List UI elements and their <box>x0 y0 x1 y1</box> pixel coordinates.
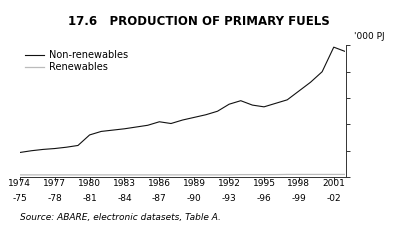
Non-renewables <box>134 126 139 128</box>
Non-renewables <box>238 99 243 102</box>
Renewables <box>122 173 127 176</box>
Renewables <box>285 173 290 176</box>
Non-renewables <box>64 146 69 149</box>
Renewables <box>262 173 266 176</box>
Renewables <box>227 173 231 176</box>
Non-renewables <box>157 120 162 123</box>
Non-renewables <box>145 124 150 127</box>
Renewables <box>343 173 348 176</box>
Non-renewables <box>110 129 115 131</box>
Non-renewables <box>331 46 336 49</box>
Text: -78: -78 <box>47 194 62 203</box>
Text: 1983: 1983 <box>113 179 136 188</box>
Text: -84: -84 <box>117 194 132 203</box>
Text: 1995: 1995 <box>252 179 276 188</box>
Non-renewables <box>273 102 278 105</box>
Text: 17.6   PRODUCTION OF PRIMARY FUELS: 17.6 PRODUCTION OF PRIMARY FUELS <box>67 15 330 28</box>
Text: 1992: 1992 <box>218 179 241 188</box>
Renewables <box>17 173 22 176</box>
Renewables <box>204 173 208 176</box>
Text: -96: -96 <box>256 194 272 203</box>
Renewables <box>180 173 185 176</box>
Renewables <box>75 173 80 176</box>
Non-renewables <box>250 104 255 106</box>
Renewables <box>41 173 46 176</box>
Renewables <box>52 173 57 176</box>
Text: -99: -99 <box>291 194 306 203</box>
Non-renewables <box>308 81 313 84</box>
Renewables <box>87 173 92 176</box>
Legend: Non-renewables, Renewables: Non-renewables, Renewables <box>25 50 128 72</box>
Renewables <box>250 173 255 176</box>
Renewables <box>273 173 278 176</box>
Renewables <box>331 173 336 176</box>
Non-renewables <box>169 122 173 125</box>
Renewables <box>157 173 162 176</box>
Text: 1977: 1977 <box>43 179 66 188</box>
Non-renewables <box>343 50 348 53</box>
Non-renewables <box>204 113 208 116</box>
Non-renewables <box>297 90 301 92</box>
Text: -81: -81 <box>82 194 97 203</box>
Non-renewables <box>215 110 220 113</box>
Text: -93: -93 <box>222 194 237 203</box>
Non-renewables <box>87 133 92 136</box>
Renewables <box>192 173 197 176</box>
Renewables <box>308 173 313 176</box>
Line: Non-renewables: Non-renewables <box>20 47 345 153</box>
Text: 1986: 1986 <box>148 179 171 188</box>
Renewables <box>134 173 139 176</box>
Text: -02: -02 <box>326 194 341 203</box>
Renewables <box>64 173 69 176</box>
Renewables <box>297 173 301 176</box>
Non-renewables <box>29 149 34 152</box>
Non-renewables <box>227 103 231 106</box>
Renewables <box>99 173 104 176</box>
Text: -90: -90 <box>187 194 202 203</box>
Renewables <box>110 173 115 176</box>
Text: '000 PJ: '000 PJ <box>355 32 385 41</box>
Text: 1974: 1974 <box>8 179 31 188</box>
Non-renewables <box>180 119 185 121</box>
Text: 2001: 2001 <box>322 179 345 188</box>
Renewables <box>169 173 173 176</box>
Non-renewables <box>75 144 80 147</box>
Non-renewables <box>17 151 22 154</box>
Non-renewables <box>285 99 290 101</box>
Text: Source: ABARE, electronic datasets, Table A.: Source: ABARE, electronic datasets, Tabl… <box>20 213 221 222</box>
Text: 1998: 1998 <box>287 179 310 188</box>
Non-renewables <box>122 127 127 130</box>
Renewables <box>29 173 34 176</box>
Line: Renewables: Renewables <box>20 174 345 175</box>
Renewables <box>145 173 150 176</box>
Text: 1989: 1989 <box>183 179 206 188</box>
Non-renewables <box>41 148 46 151</box>
Text: -87: -87 <box>152 194 167 203</box>
Non-renewables <box>320 70 324 73</box>
Non-renewables <box>192 116 197 119</box>
Non-renewables <box>52 147 57 150</box>
Text: 1980: 1980 <box>78 179 101 188</box>
Renewables <box>215 173 220 176</box>
Non-renewables <box>262 106 266 108</box>
Text: -75: -75 <box>12 194 27 203</box>
Non-renewables <box>99 130 104 133</box>
Renewables <box>320 173 324 176</box>
Renewables <box>238 173 243 176</box>
